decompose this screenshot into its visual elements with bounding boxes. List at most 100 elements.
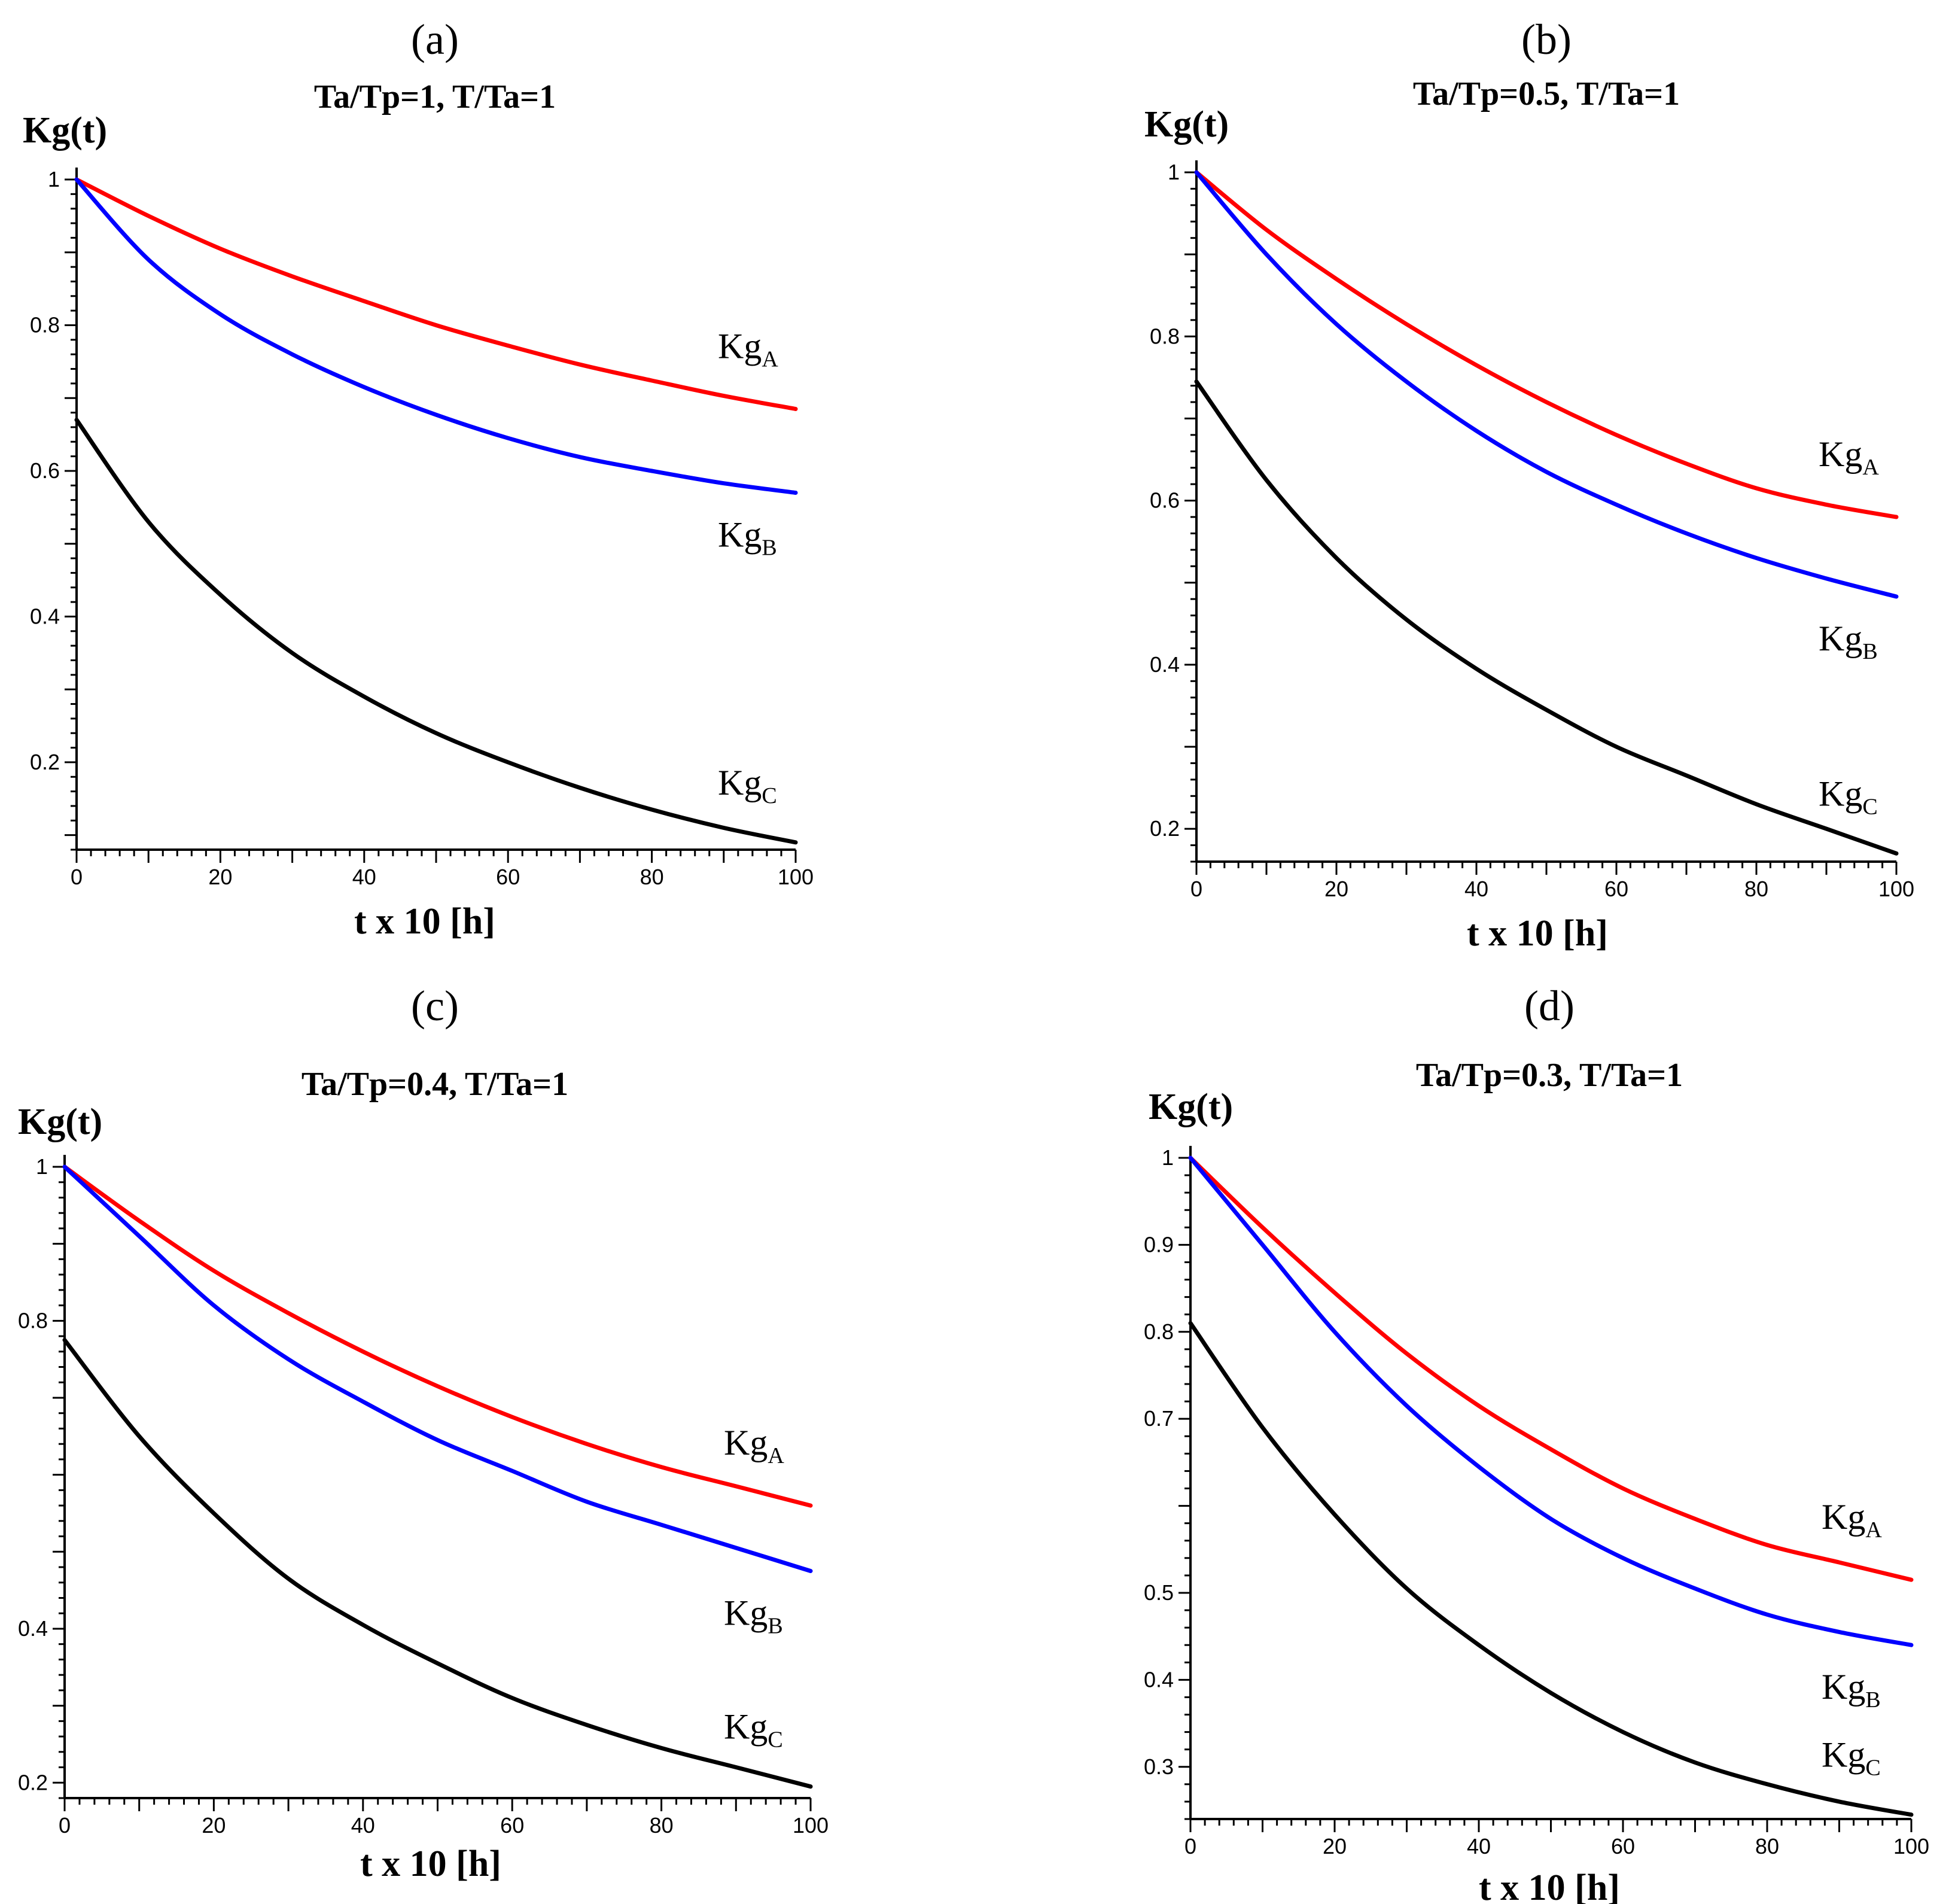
- chart-title: Ta/Tp=1, T/Ta=1: [314, 78, 556, 115]
- y-axis-label: Kg(t): [1144, 104, 1229, 145]
- chart-panel-d: (d) Ta/Tp=0.3, T/Ta=1 Kg(t) t x 10 [h] 0 20 40…: [1144, 982, 1929, 1904]
- series-label-subscript: A: [762, 346, 778, 372]
- series-label-subscript: B: [1865, 1687, 1880, 1713]
- series-line-KgA: [1194, 170, 1899, 519]
- y-axis-label: Kg(t): [1149, 1087, 1233, 1127]
- y-tick-label: 0.9: [1144, 1232, 1174, 1257]
- x-tick-label: 40: [351, 1813, 375, 1838]
- x-tick-label: 20: [1323, 1834, 1347, 1859]
- x-tick-label: 100: [1878, 877, 1914, 901]
- x-tick-label: 20: [1324, 877, 1348, 901]
- y-tick-label: 0.2: [1150, 816, 1180, 841]
- x-tick-label: 100: [778, 865, 814, 889]
- series-label-subscript: C: [768, 1727, 782, 1753]
- series-label-KgB: KgB: [724, 1593, 783, 1638]
- series-label-KgC: KgC: [724, 1707, 783, 1753]
- y-tick-label: 0.7: [1144, 1406, 1174, 1431]
- chart-panel-a: (a) Ta/Tp=1, T/Ta=1 Kg(t) t x 10 [h] 0 20 40 60…: [23, 16, 814, 942]
- y-tick-label: 0.4: [18, 1616, 48, 1641]
- x-axis-label: t x 10 [h]: [360, 1844, 501, 1884]
- series-label-subscript: A: [768, 1443, 784, 1468]
- y-tick-label: 0.3: [1144, 1754, 1174, 1779]
- series-label-KgA: KgA: [1819, 434, 1879, 480]
- y-tick-label: 0.5: [1144, 1580, 1174, 1605]
- chart-title: Ta/Tp=0.4, T/Ta=1: [302, 1066, 568, 1103]
- series-line-KgB: [1194, 170, 1899, 599]
- y-tick-label: 0.8: [18, 1308, 48, 1333]
- series-label-KgB: KgB: [718, 515, 777, 560]
- y-tick-label: 0.8: [1144, 1319, 1174, 1344]
- x-tick-label: 20: [202, 1813, 226, 1838]
- y-tick-label: 0.4: [1144, 1667, 1174, 1692]
- x-tick-label: 80: [650, 1813, 674, 1838]
- series-line-KgC: [62, 1338, 813, 1789]
- series-label-KgA: KgA: [718, 326, 778, 372]
- y-axis-label: Kg(t): [23, 110, 107, 151]
- y-tick-label: 0.8: [30, 312, 60, 337]
- x-tick-label: 40: [1464, 877, 1488, 901]
- series-label-KgB: KgB: [1822, 1667, 1881, 1713]
- x-tick-label: 60: [496, 865, 520, 889]
- y-tick-label: 1: [1168, 160, 1180, 184]
- series-label-KgC: KgC: [1822, 1735, 1881, 1781]
- x-tick-label: 60: [500, 1813, 524, 1838]
- series-label-subscript: B: [768, 1613, 782, 1638]
- y-tick-label: 0.4: [30, 604, 60, 628]
- x-axis-label: t x 10 [h]: [1467, 913, 1608, 954]
- series-line-KgC: [74, 418, 798, 845]
- y-axis-label: Kg(t): [18, 1102, 102, 1142]
- y-tick-label: 0.2: [30, 750, 60, 774]
- x-axis-label: t x 10 [h]: [1479, 1867, 1620, 1904]
- panel-label: (c): [411, 982, 459, 1030]
- y-tick-label: 1: [1162, 1145, 1174, 1170]
- series-label-subscript: A: [1865, 1517, 1882, 1543]
- series-line-KgC: [1188, 1321, 1914, 1817]
- series-line-KgC: [1194, 379, 1899, 856]
- series-label-subscript: C: [1865, 1756, 1880, 1781]
- chart-panel-b: (b) Ta/Tp=0.5, T/Ta=1 Kg(t) t x 10 [h] 0 20 40…: [1144, 16, 1914, 954]
- x-tick-label: 100: [1893, 1834, 1929, 1859]
- series-line-KgB: [62, 1164, 813, 1573]
- series-line-KgB: [74, 177, 798, 495]
- y-tick-label: 0.2: [18, 1770, 48, 1794]
- x-tick-label: 0: [1190, 877, 1202, 901]
- x-tick-label: 80: [1744, 877, 1768, 901]
- series-label-KgC: KgC: [1819, 774, 1878, 819]
- series-line-KgB: [1188, 1155, 1914, 1647]
- x-tick-label: 80: [1755, 1834, 1779, 1859]
- x-tick-label: 60: [1604, 877, 1628, 901]
- x-tick-label: 20: [208, 865, 232, 889]
- panel-label: (b): [1521, 16, 1572, 63]
- series-label-KgB: KgB: [1819, 619, 1878, 664]
- series-label-KgA: KgA: [1822, 1497, 1882, 1543]
- series-line-KgA: [74, 177, 798, 411]
- series-line-KgA: [1188, 1155, 1914, 1582]
- y-tick-label: 0.4: [1150, 652, 1180, 677]
- x-axis-label: t x 10 [h]: [354, 901, 495, 942]
- y-tick-label: 0.6: [1150, 488, 1180, 513]
- x-tick-label: 60: [1611, 1834, 1635, 1859]
- panel-label: (a): [411, 16, 459, 63]
- series-label-subscript: B: [1862, 639, 1877, 664]
- y-tick-label: 0.6: [30, 458, 60, 483]
- x-tick-label: 0: [71, 865, 83, 889]
- x-tick-label: 80: [640, 865, 664, 889]
- y-tick-label: 1: [36, 1154, 48, 1179]
- series-label-subscript: C: [1862, 794, 1877, 819]
- x-tick-label: 40: [352, 865, 376, 889]
- series-label-subscript: B: [762, 535, 776, 560]
- x-tick-label: 40: [1467, 1834, 1491, 1859]
- chart-panel-c: (c) Ta/Tp=0.4, T/Ta=1 Kg(t) t x 10 [h] 0 20 40…: [18, 982, 829, 1884]
- series-line-KgA: [62, 1164, 813, 1508]
- x-tick-label: 100: [793, 1813, 829, 1838]
- x-tick-label: 0: [59, 1813, 71, 1838]
- series-label-KgA: KgA: [724, 1423, 784, 1468]
- panel-label: (d): [1524, 982, 1575, 1030]
- series-label-subscript: C: [762, 783, 776, 808]
- y-tick-label: 1: [48, 167, 60, 191]
- series-label-KgC: KgC: [718, 763, 777, 808]
- chart-title: Ta/Tp=0.5, T/Ta=1: [1413, 75, 1680, 112]
- y-tick-label: 0.8: [1150, 324, 1180, 348]
- chart-title: Ta/Tp=0.3, T/Ta=1: [1416, 1057, 1683, 1094]
